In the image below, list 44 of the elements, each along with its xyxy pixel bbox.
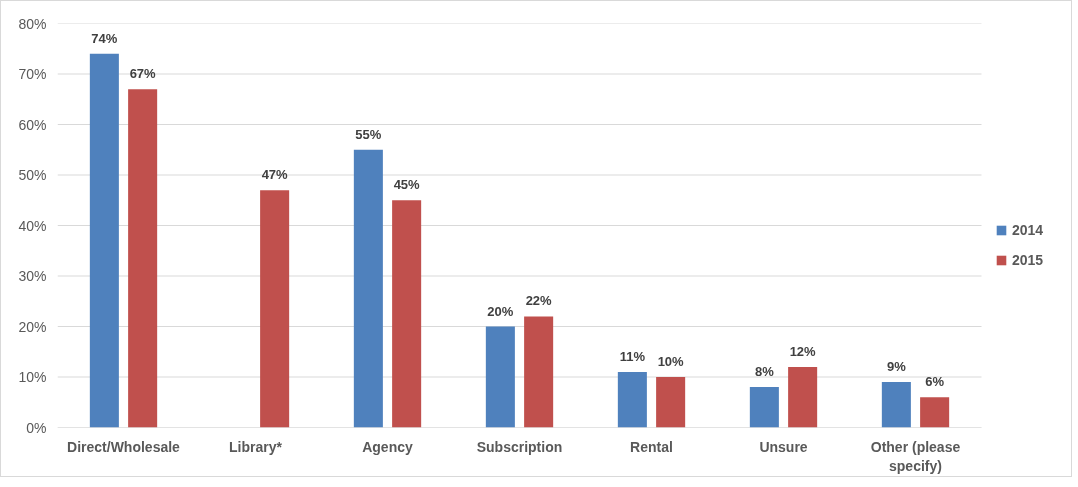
data-label: 11% <box>619 348 646 364</box>
data-label: 22% <box>525 293 553 309</box>
bar <box>392 200 422 428</box>
bar <box>128 89 158 428</box>
data-label: 10% <box>657 354 685 369</box>
x-tick-label: Unsure <box>759 438 808 455</box>
y-tick-label: 30% <box>18 268 47 284</box>
data-label: 20% <box>487 303 514 319</box>
bar <box>920 397 950 428</box>
bar <box>656 377 686 428</box>
y-tick-label: 60% <box>18 116 47 133</box>
data-label: 67% <box>129 66 157 82</box>
y-tick-label: 50% <box>18 167 47 183</box>
y-tick-label: 70% <box>18 66 47 82</box>
bar <box>749 387 779 428</box>
x-tick-label: Direct/Wholesale <box>67 438 181 455</box>
y-tick-label: 20% <box>18 318 47 335</box>
data-label: 12% <box>789 343 817 359</box>
x-tick-label: Rental <box>630 438 673 455</box>
data-label: 6% <box>925 374 945 390</box>
data-label: 55% <box>355 126 382 142</box>
x-tick-label: Agency <box>362 438 413 455</box>
y-tick-label: 40% <box>18 217 47 234</box>
data-label: 9% <box>886 359 907 375</box>
data-label: 74% <box>91 30 118 46</box>
bar <box>353 149 383 428</box>
y-tick-label: 80% <box>18 15 47 32</box>
legend-label: 2014 <box>1012 222 1044 238</box>
y-tick-label: 0% <box>26 419 47 436</box>
data-label: 8% <box>754 364 775 380</box>
bar <box>881 382 911 428</box>
bar <box>788 366 818 428</box>
x-tick-label: Library* <box>229 438 283 455</box>
bar <box>260 190 290 428</box>
bar <box>485 326 515 428</box>
legend-label: 2015 <box>1012 252 1044 268</box>
bar <box>89 53 119 428</box>
data-label: 47% <box>261 167 289 183</box>
x-tick-label: Subscription <box>476 438 563 455</box>
x-tick-label: Other (please specify) <box>870 438 961 474</box>
y-tick-label: 10% <box>18 369 47 385</box>
bar <box>524 316 554 428</box>
bar <box>617 371 647 428</box>
data-label: 45% <box>393 177 421 193</box>
